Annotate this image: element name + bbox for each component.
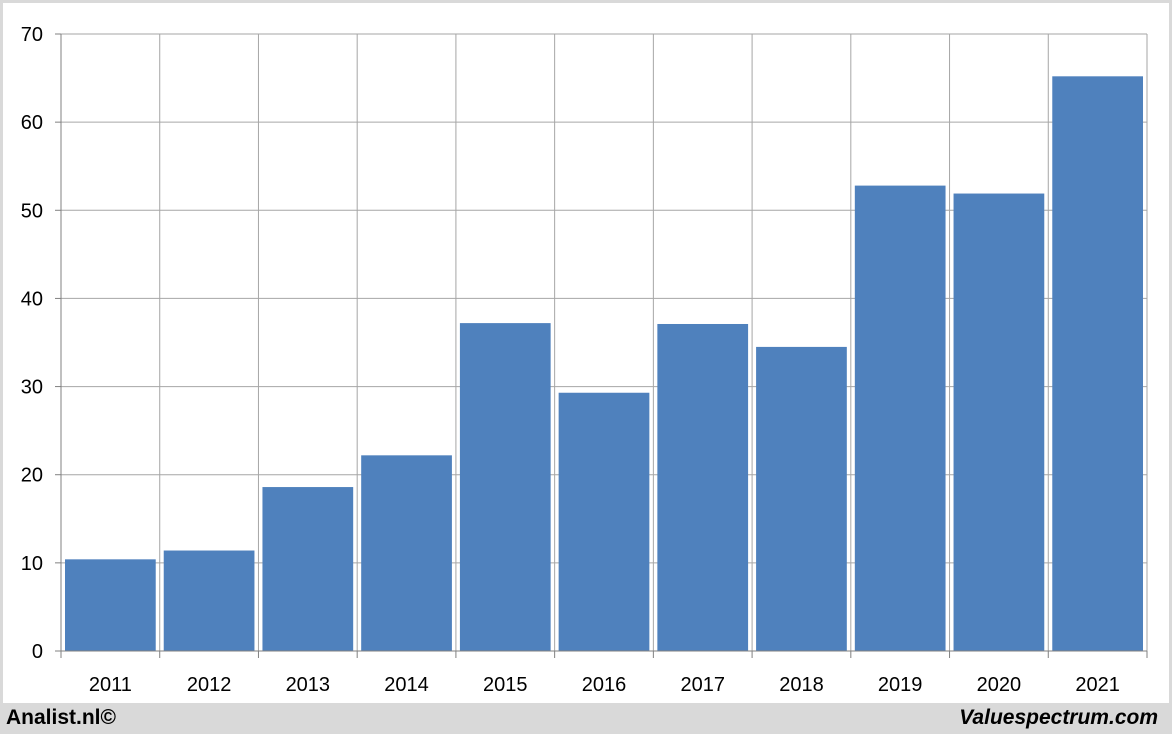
x-tick-label: 2021 [1075,674,1120,696]
y-tick-label: 0 [32,641,43,663]
bar-2020 [953,193,1045,651]
bar-2013 [262,487,354,651]
bar-2021 [1052,76,1143,651]
y-tick-label: 30 [21,377,43,399]
footer-source-left: Analist.nl© [6,706,116,729]
y-tick-label: 50 [21,200,43,222]
chart-panel: 0 10 20 30 40 50 60 70 2011 2012 2013 2014 2015 2016… [3,3,1169,703]
bar-2014 [361,455,452,651]
x-tick-label: 2019 [878,674,923,696]
x-tick-label: 2012 [187,674,232,696]
bar-2016 [558,392,650,651]
y-tick-label: 10 [21,553,43,575]
x-tick-label: 2013 [286,674,331,696]
y-tick-label: 40 [21,288,43,310]
axes [55,33,1148,658]
bar-2015 [459,323,551,651]
bar-chart: 0 10 20 30 40 50 60 70 2011 2012 2013 2014 2015 2016… [21,24,1148,696]
y-tick-label: 60 [21,112,43,134]
x-tick-label: 2014 [384,674,429,696]
x-tick-label: 2017 [680,674,725,696]
y-tick-labels: 0 10 20 30 40 50 60 70 [21,24,43,663]
grid-lines [60,33,1148,652]
x-tick-label: 2016 [582,674,627,696]
y-tick-label: 20 [21,465,43,487]
bar-2017 [657,323,749,651]
x-tick-labels: 2011 2012 2013 2014 2015 2016 2017 2018 2019 2020… [89,674,1120,696]
bars [65,76,1143,651]
footer-source-right: Valuespectrum.com [959,706,1158,729]
bar-2012 [163,550,255,651]
bar-2018 [756,346,847,651]
x-tick-label: 2020 [977,674,1022,696]
x-tick-label: 2015 [483,674,528,696]
bar-2019 [854,185,946,651]
x-tick-label: 2011 [89,674,132,696]
bar-2011 [65,559,156,651]
y-tick-label: 70 [21,24,43,46]
x-tick-label: 2018 [779,674,824,696]
